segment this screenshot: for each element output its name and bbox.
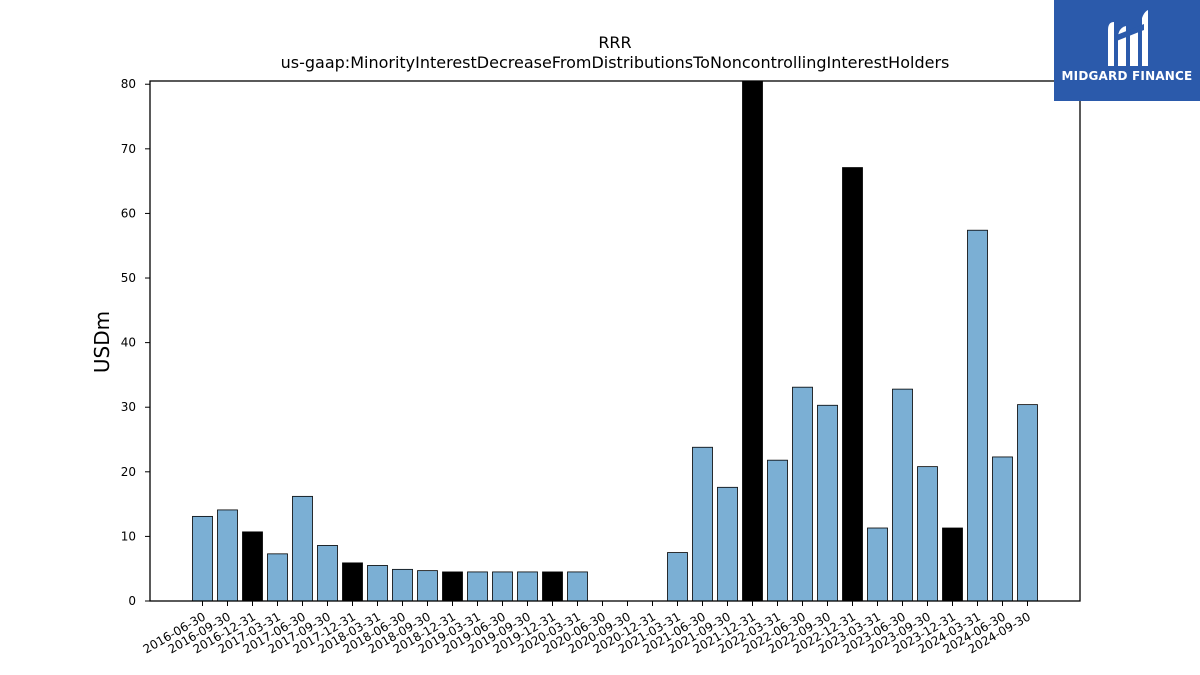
bar-2016-06-30 xyxy=(192,515,213,602)
bar-2023-06-30 xyxy=(892,388,913,602)
bar-2023-03-31 xyxy=(867,527,888,602)
bar-2018-12-31 xyxy=(442,571,463,602)
chart-title: RRR xyxy=(598,33,631,52)
bar-2021-03-31 xyxy=(667,552,688,602)
bar-2016-09-30 xyxy=(217,509,238,602)
bar-2018-03-31 xyxy=(367,565,388,602)
y-axis-label: USDm xyxy=(90,311,114,373)
bar-2024-03-31 xyxy=(967,229,988,602)
plot-frame xyxy=(149,80,1081,602)
bar-2019-09-30 xyxy=(517,571,538,602)
midgard-finance-logo: MIDGARD FINANCE xyxy=(1054,0,1200,101)
y-tick-label: 10 xyxy=(121,529,136,543)
y-tick-label: 40 xyxy=(121,336,136,350)
bar-2024-06-30 xyxy=(992,456,1013,602)
y-tick-label: 50 xyxy=(121,271,136,285)
bar-2018-09-30 xyxy=(417,570,438,602)
bar-2018-06-30 xyxy=(392,568,413,602)
y-tick-label: 70 xyxy=(121,142,136,156)
y-tick-label: 20 xyxy=(121,465,136,479)
midgard-m-logo-icon xyxy=(1108,10,1148,66)
bar-2017-09-30 xyxy=(317,545,338,602)
y-tick-label: 60 xyxy=(121,206,136,220)
bar-2023-12-31 xyxy=(942,527,963,602)
bar-2016-12-31 xyxy=(242,531,263,602)
y-axis-ticks: 0 10 20 30 40 50 60 70 80 xyxy=(121,77,150,608)
bar-2022-06-30 xyxy=(792,386,813,602)
bar-2019-12-31 xyxy=(542,571,563,602)
bar-2019-03-31 xyxy=(467,571,488,602)
bar-2024-09-30 xyxy=(1017,404,1038,602)
bars-group xyxy=(192,80,1038,602)
bar-2019-06-30 xyxy=(492,571,513,602)
y-tick-label: 80 xyxy=(121,77,136,91)
bar-2021-12-31 xyxy=(742,80,763,602)
bar-2020-03-31 xyxy=(567,571,588,602)
bar-2017-12-31 xyxy=(342,562,363,602)
bar-2022-12-31 xyxy=(842,167,863,602)
y-tick-label: 0 xyxy=(128,594,136,608)
logo-text: MIDGARD FINANCE xyxy=(1061,69,1193,83)
y-tick-label: 30 xyxy=(121,400,136,414)
x-axis-ticks: 2016-06-302016-09-302016-12-312017-03-31… xyxy=(141,601,1033,656)
chart-subtitle: us-gaap:MinorityInterestDecreaseFromDist… xyxy=(281,53,950,72)
bar-2017-06-30 xyxy=(292,495,313,602)
bar-2022-09-30 xyxy=(817,404,838,602)
bar-2021-09-30 xyxy=(717,486,738,602)
bar-2023-09-30 xyxy=(917,466,938,602)
bar-2017-03-31 xyxy=(267,553,288,602)
bar-2022-03-31 xyxy=(767,459,788,602)
bar-2021-06-30 xyxy=(692,446,713,602)
